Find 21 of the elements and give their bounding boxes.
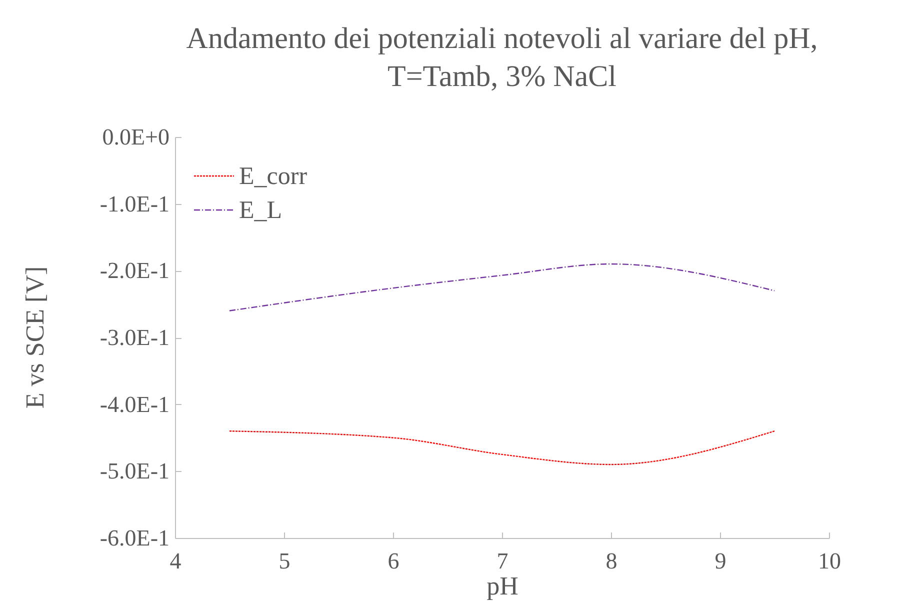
chart-title: Andamento dei potenziali notevoli al variare del pH, T=Tamb, 3% NaCl xyxy=(186,22,818,93)
x-axis-title: pH xyxy=(486,572,519,600)
x-tick-label: 9 xyxy=(714,548,726,574)
y-tick-label: -3.0E-1 xyxy=(100,325,170,350)
y-tick-label: -6.0E-1 xyxy=(100,526,170,550)
legend-label: E_corr xyxy=(239,163,308,190)
line-series xyxy=(228,263,776,312)
y-tick-label: 0.0E+0 xyxy=(102,124,170,150)
y-tick-label: -5.0E-1 xyxy=(100,458,170,484)
y-tick-label: -1.0E-1 xyxy=(100,191,170,216)
x-tick-label: 10 xyxy=(818,548,841,574)
y-tick-label: -4.0E-1 xyxy=(100,392,170,417)
legend-label: E_L xyxy=(239,197,282,224)
x-tick-label: 5 xyxy=(278,548,290,574)
x-tick-label: 4 xyxy=(170,548,182,574)
y-tick-label: -2.0E-1 xyxy=(100,258,170,284)
y-axis-title: E vs SCE [V] xyxy=(20,266,50,409)
line-series xyxy=(228,430,776,466)
x-tick-label: 6 xyxy=(388,548,400,574)
x-tick-label: 8 xyxy=(606,548,618,574)
x-tick-label: 7 xyxy=(496,548,508,574)
